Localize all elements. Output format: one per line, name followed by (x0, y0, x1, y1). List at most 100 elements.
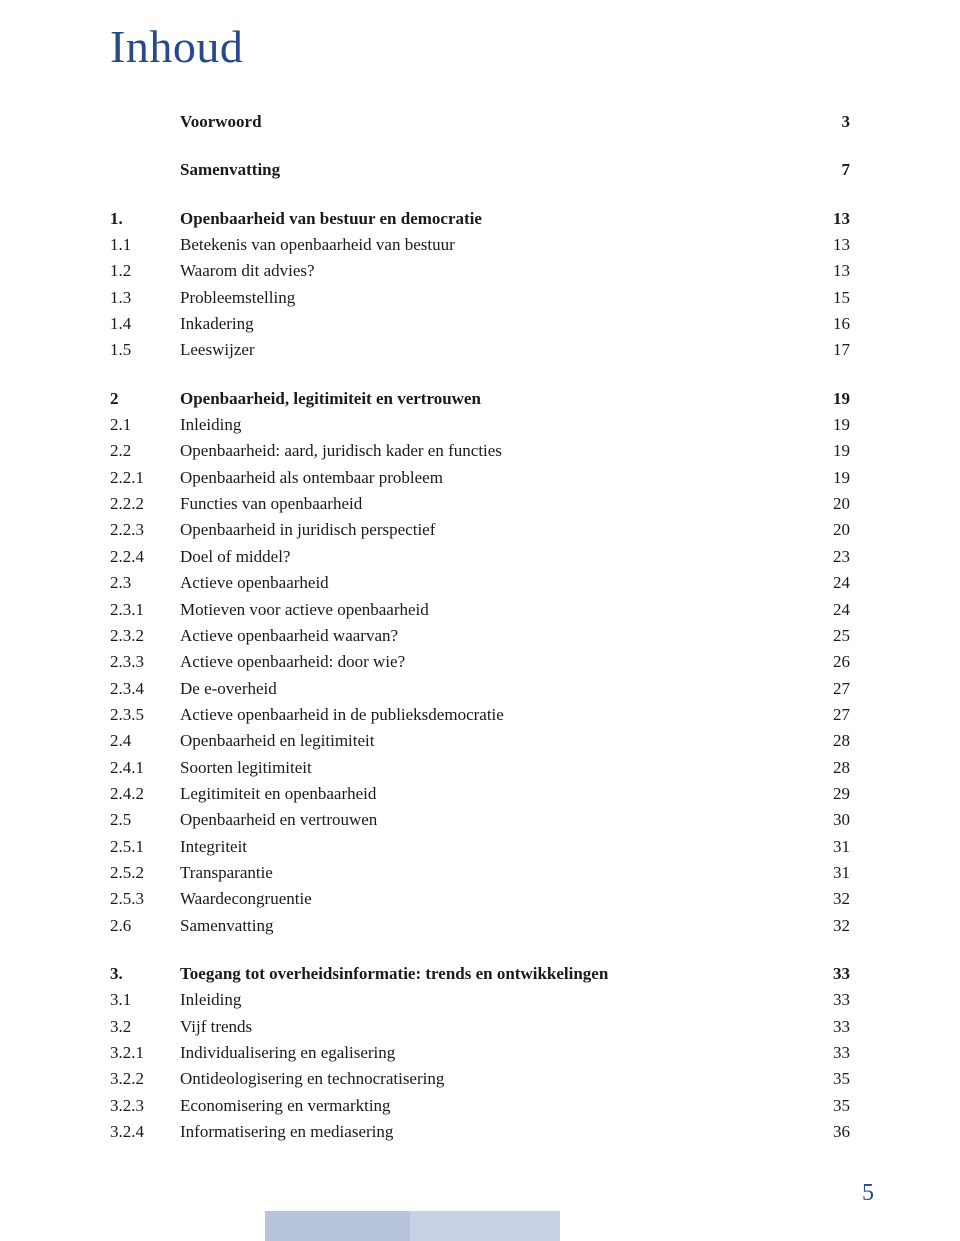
toc-list: Voorwoord3Samenvatting71.Openbaarheid va… (110, 109, 850, 1145)
toc-entry-page: 29 (800, 781, 850, 807)
toc-row: 3.2Vijf trends33 (110, 1014, 850, 1040)
toc-entry-number: 2.2.1 (110, 465, 180, 491)
toc-entry-page: 16 (800, 311, 850, 337)
toc-entry-title: Integriteit (180, 834, 800, 860)
toc-row: 3.2.3Economisering en vermarkting35 (110, 1093, 850, 1119)
toc-entry-number: 2 (110, 386, 180, 412)
toc-entry-number: 1. (110, 206, 180, 232)
toc-entry-page: 15 (800, 285, 850, 311)
toc-entry-title: Informatisering en mediasering (180, 1119, 800, 1145)
toc-entry-number: 2.2.2 (110, 491, 180, 517)
toc-row: 3.2.2Ontideologisering en technocratiser… (110, 1066, 850, 1092)
toc-row: 3.1Inleiding33 (110, 987, 850, 1013)
toc-entry-title: Toegang tot overheidsinformatie: trends … (180, 961, 800, 987)
toc-entry-title: Legitimiteit en openbaarheid (180, 781, 800, 807)
toc-row: 2.5Openbaarheid en vertrouwen30 (110, 807, 850, 833)
toc-row: 2.3.3Actieve openbaarheid: door wie?26 (110, 649, 850, 675)
toc-row: 3.2.4Informatisering en mediasering36 (110, 1119, 850, 1145)
toc-entry-number: 2.5.1 (110, 834, 180, 860)
toc-row: 2.6Samenvatting32 (110, 913, 850, 939)
toc-row: 2.4.2Legitimiteit en openbaarheid29 (110, 781, 850, 807)
toc-row: 2.4.1Soorten legitimiteit28 (110, 755, 850, 781)
toc-entry-number: 2.6 (110, 913, 180, 939)
toc-entry-page: 33 (800, 987, 850, 1013)
toc-entry-number: 1.3 (110, 285, 180, 311)
toc-entry-title: Openbaarheid in juridisch perspectief (180, 517, 800, 543)
footer-bars (0, 1211, 560, 1241)
toc-entry-title: Waarom dit advies? (180, 258, 800, 284)
toc-row: 1.2Waarom dit advies?13 (110, 258, 850, 284)
toc-entry-number: 3.2.2 (110, 1066, 180, 1092)
toc-entry-page: 3 (800, 109, 850, 135)
toc-entry-page: 19 (800, 465, 850, 491)
toc-entry-page: 13 (800, 258, 850, 284)
toc-entry-number: 2.4 (110, 728, 180, 754)
toc-gap (110, 184, 850, 206)
toc-entry-title: Inkadering (180, 311, 800, 337)
toc-entry-page: 13 (800, 232, 850, 258)
toc-row: 3.Toegang tot overheidsinformatie: trend… (110, 961, 850, 987)
toc-entry-title: Waardecongruentie (180, 886, 800, 912)
toc-entry-title: Ontideologisering en technocratisering (180, 1066, 800, 1092)
toc-row: 2.5.1Integriteit31 (110, 834, 850, 860)
toc-entry-title: Economisering en vermarkting (180, 1093, 800, 1119)
toc-row: 1.3Probleemstelling15 (110, 285, 850, 311)
toc-entry-page: 26 (800, 649, 850, 675)
toc-entry-page: 28 (800, 755, 850, 781)
toc-entry-page: 36 (800, 1119, 850, 1145)
toc-entry-number: 3.2 (110, 1014, 180, 1040)
toc-entry-title: Probleemstelling (180, 285, 800, 311)
footer-bar-1 (265, 1211, 410, 1241)
toc-entry-page: 31 (800, 834, 850, 860)
toc-entry-title: Vijf trends (180, 1014, 800, 1040)
toc-entry-title: Openbaarheid en vertrouwen (180, 807, 800, 833)
toc-row: 2.2Openbaarheid: aard, juridisch kader e… (110, 438, 850, 464)
toc-entry-page: 19 (800, 386, 850, 412)
toc-entry-title: Openbaarheid als ontembaar probleem (180, 465, 800, 491)
toc-entry-title: Openbaarheid, legitimiteit en vertrouwen (180, 386, 800, 412)
toc-entry-number: 1.2 (110, 258, 180, 284)
toc-entry-page: 32 (800, 886, 850, 912)
toc-entry-page: 33 (800, 961, 850, 987)
toc-entry-title: De e-overheid (180, 676, 800, 702)
toc-entry-title: Inleiding (180, 987, 800, 1013)
toc-entry-number: 1.1 (110, 232, 180, 258)
toc-entry-title: Inleiding (180, 412, 800, 438)
toc-entry-title: Soorten legitimiteit (180, 755, 800, 781)
toc-entry-title: Transparantie (180, 860, 800, 886)
footer-bar-2 (410, 1211, 560, 1241)
toc-entry-number: 2.1 (110, 412, 180, 438)
toc-row: 2.3.5Actieve openbaarheid in de publieks… (110, 702, 850, 728)
toc-entry-title: Actieve openbaarheid in de publieksdemoc… (180, 702, 800, 728)
toc-entry-page: 27 (800, 702, 850, 728)
toc-entry-title: Samenvatting (180, 913, 800, 939)
toc-entry-page: 23 (800, 544, 850, 570)
toc-row: 2.2.1Openbaarheid als ontembaar probleem… (110, 465, 850, 491)
toc-entry-number: 2.5 (110, 807, 180, 833)
toc-entry-title: Leeswijzer (180, 337, 800, 363)
toc-entry-page: 7 (800, 157, 850, 183)
toc-row: 2.3.4De e-overheid27 (110, 676, 850, 702)
toc-entry-page: 20 (800, 517, 850, 543)
toc-entry-page: 19 (800, 438, 850, 464)
toc-row: 2.1Inleiding19 (110, 412, 850, 438)
toc-entry-page: 17 (800, 337, 850, 363)
toc-gap (110, 939, 850, 961)
toc-row: 2.5.2Transparantie31 (110, 860, 850, 886)
toc-entry-page: 24 (800, 570, 850, 596)
toc-entry-page: 24 (800, 597, 850, 623)
toc-entry-number: 1.5 (110, 337, 180, 363)
toc-entry-page: 19 (800, 412, 850, 438)
toc-row: 1.1Betekenis van openbaarheid van bestuu… (110, 232, 850, 258)
toc-row: 2.2.2Functies van openbaarheid20 (110, 491, 850, 517)
toc-entry-page: 35 (800, 1066, 850, 1092)
toc-entry-page: 30 (800, 807, 850, 833)
toc-entry-page: 33 (800, 1040, 850, 1066)
toc-row: Voorwoord3 (110, 109, 850, 135)
toc-entry-number: 3.2.3 (110, 1093, 180, 1119)
toc-entry-page: 32 (800, 913, 850, 939)
toc-entry-title: Doel of middel? (180, 544, 800, 570)
toc-row: 2.2.4Doel of middel?23 (110, 544, 850, 570)
toc-entry-number: 3.1 (110, 987, 180, 1013)
toc-entry-number: 2.2.4 (110, 544, 180, 570)
